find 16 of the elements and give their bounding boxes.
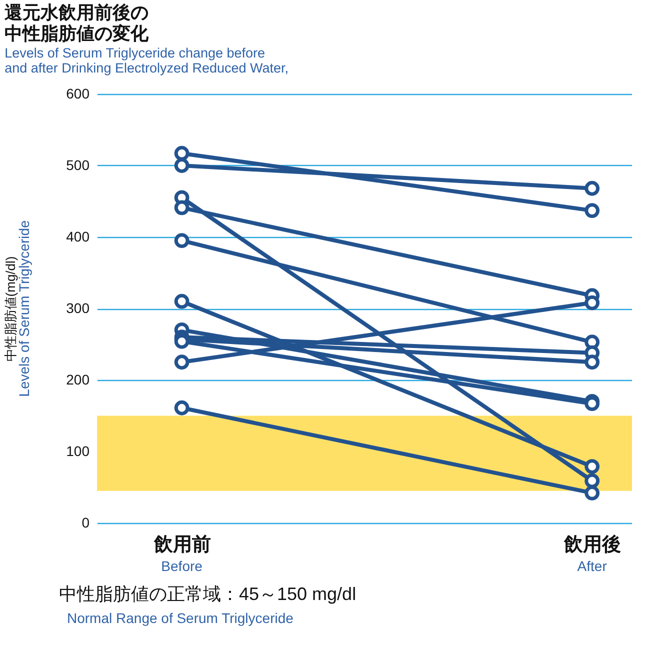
x-tick-label: 飲用前 — [152, 534, 211, 556]
y-tick-label: 400 — [66, 228, 90, 244]
y-tick-label: 200 — [66, 372, 90, 388]
text: Before — [161, 558, 203, 574]
y-tick-label: 0 — [82, 514, 90, 530]
y-tick-label: 500 — [66, 157, 90, 173]
y-tick-label: 300 — [66, 300, 90, 316]
y-tick-label: 100 — [66, 443, 90, 459]
text: After — [577, 558, 608, 574]
y-tick-label: 600 — [66, 86, 90, 102]
chart-title: 還元水飲用前後の中性脂肪値の変化 — [4, 2, 150, 44]
x-tick-label: 飲用後 — [563, 534, 622, 556]
text: Normal Range of Serum Triglyceride — [67, 610, 294, 626]
y-axis-title: 中性脂肪値(mg/dl) — [3, 256, 18, 362]
chart-subtitle: Levels of Serum Triglyceride change before and after Drinking Electrolyzed Reduced Water, — [4, 46, 289, 76]
text: 中性脂肪値の正常域：45～150 mg/dl — [59, 584, 356, 604]
